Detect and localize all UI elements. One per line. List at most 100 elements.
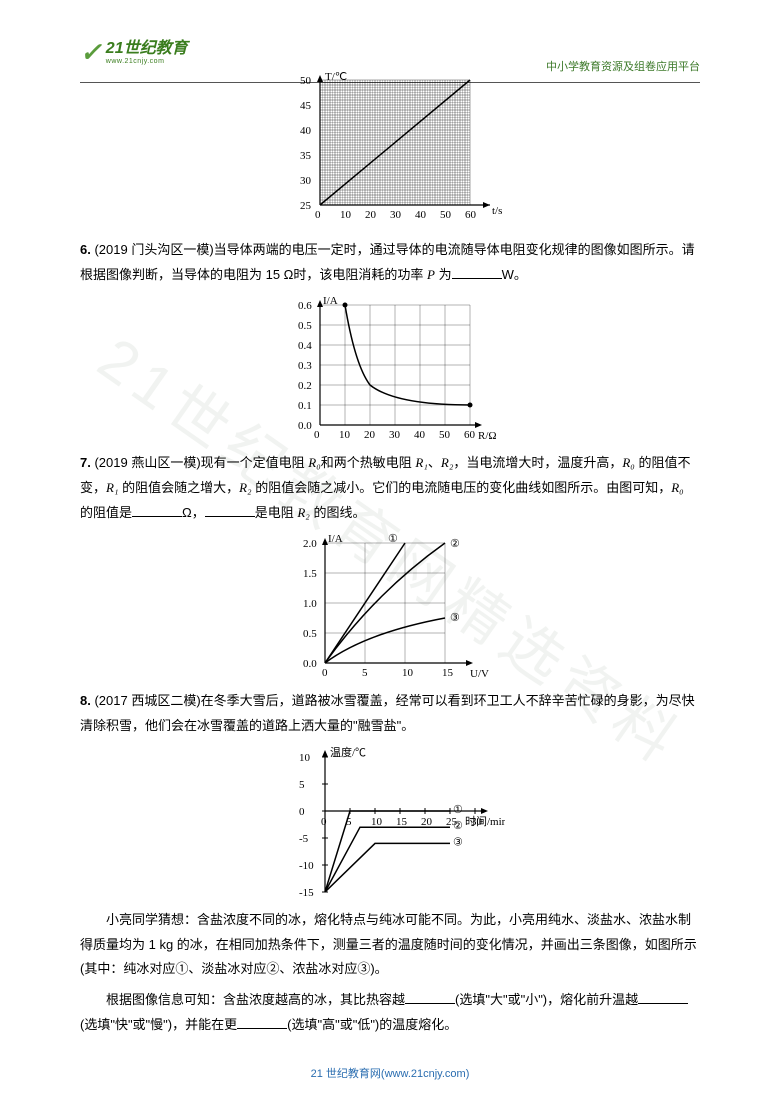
q7-h: 的阻值是 [80,505,132,520]
q8-para2: 小亮同学猜想：含盐浓度不同的冰，熔化特点与纯冰可能不同。为此，小亮用纯水、淡盐水… [80,908,700,982]
svg-text:0.1: 0.1 [298,400,312,412]
svg-text:20: 20 [365,209,377,221]
q7-c: 、 [428,455,441,470]
chart3-l1: ① [388,533,398,545]
q7-r2c: R₂ [297,505,309,520]
svg-text:0: 0 [315,209,321,221]
svg-text:60: 60 [465,209,477,221]
q6-p: P [427,267,435,282]
q8-blank2[interactable] [638,991,688,1004]
svg-text:2.0: 2.0 [303,538,317,550]
svg-text:10: 10 [340,209,352,221]
svg-text:1.0: 1.0 [303,598,317,610]
q7-j: 的图线。 [310,505,366,520]
q7-a: 现有一个定值电阻 [201,455,309,470]
svg-text:10: 10 [299,752,311,764]
svg-text:5: 5 [299,779,305,791]
svg-text:50: 50 [439,429,451,441]
svg-text:15: 15 [442,667,454,679]
q7-r2b: R₂ [239,480,251,495]
svg-text:0.6: 0.6 [298,300,312,312]
svg-text:10: 10 [371,816,383,828]
svg-text:50: 50 [440,209,452,221]
q7-ohm: Ω， [182,505,205,520]
svg-text:25: 25 [300,200,312,212]
chart4-l3: ③ [453,836,463,848]
q8-opt2: (选填"快"或"慢") [80,1017,172,1032]
q7-r0c: R₀ [671,480,683,495]
q8-p3c: ，并能在更 [172,1017,237,1032]
svg-text:30: 30 [471,816,483,828]
logo-sub-text: www.21cnjy.com [106,58,188,66]
svg-text:0.4: 0.4 [298,340,312,352]
q7-blank1[interactable] [132,504,182,517]
svg-text:0: 0 [299,806,305,818]
chart1-xlabel: t/s [492,205,502,217]
q7-g: 的阻值会随之减小。它们的电流随电压的变化曲线如图所示。由图可知， [252,480,672,495]
svg-text:25: 25 [446,816,458,828]
svg-text:35: 35 [300,150,312,162]
q7-f: 的阻值会随之增大， [118,480,239,495]
chart4-ylabel: 温度/℃ [330,745,366,759]
chart3-xlabel: U/V [470,668,489,680]
q7-r1b: R₁ [106,480,118,495]
svg-text:-15: -15 [299,887,314,899]
svg-text:0.5: 0.5 [298,320,312,332]
q7-r2: R₂ [441,455,453,470]
svg-text:10: 10 [402,667,414,679]
chart3-ylabel: I/A [328,533,343,545]
chart-temperature-time: T/℃ t/s 0102030405060253035404550 [80,70,700,230]
chart3-l2: ② [450,538,460,550]
q8-blank1[interactable] [405,991,455,1004]
q6-text-b: 为 [435,267,452,282]
q7-d: ，当电流增大时，温度升高， [453,455,622,470]
q8-p3a: 根据图像信息可知：含盐浓度越高的冰，其比热容越 [106,992,405,1007]
svg-text:-10: -10 [299,860,314,872]
svg-text:0.3: 0.3 [298,360,312,372]
svg-text:20: 20 [364,429,376,441]
question-8: 8. (2017 西城区二模)在冬季大雪后，道路被冰雪覆盖，经常可以看到环卫工人… [80,689,700,738]
q8-num: 8. [80,693,91,708]
svg-text:-5: -5 [299,833,309,845]
chart2-ylabel: I/A [323,295,338,307]
svg-text:0.0: 0.0 [303,658,317,670]
chart1-ylabel: T/℃ [325,71,347,83]
question-7: 7. (2019 燕山区一模)现有一个定值电阻 R₀和两个热敏电阻 R₁、R₂，… [80,451,700,525]
svg-text:10: 10 [339,429,351,441]
q7-r0b: R₀ [622,455,634,470]
q7-num: 7. [80,455,91,470]
chart-current-resistance: I/A R/Ω 01020304050600.00.10.20.30.40.50… [80,293,700,443]
chart-current-voltage: I/A U/V ① ② ③ 0 5 10 15 0.0 0.5 1.0 1.5 2.0 [80,531,700,681]
svg-text:0.0: 0.0 [298,420,312,432]
svg-text:1.5: 1.5 [303,568,317,580]
svg-text:0: 0 [322,667,328,679]
q8-opt1: (选填"大"或"小") [455,992,547,1007]
q8-p3d: 的温度熔化。 [379,1017,457,1032]
chart-temperature-time-salt: 温度/℃ 时间/min ① ② ③ 051015202530-15-10-505… [80,745,700,900]
q8-opt3: (选填"高"或"低") [287,1017,379,1032]
q7-i: 是电阻 [255,505,298,520]
svg-text:45: 45 [300,100,312,112]
svg-text:30: 30 [300,175,312,187]
q7-blank2[interactable] [205,504,255,517]
q6-blank[interactable] [452,266,502,279]
svg-text:5: 5 [362,667,368,679]
chart3-l3: ③ [450,612,460,624]
svg-text:40: 40 [415,209,427,221]
chart4-l1: ① [453,804,463,816]
q6-unit: W。 [502,267,527,282]
q6-source: (2019 门头沟区一模) [94,242,213,257]
chart2-xlabel: R/Ω [478,430,497,442]
svg-text:50: 50 [300,75,312,87]
logo-main-text: 21世纪教育 [106,40,188,58]
q7-b: 和两个热敏电阻 [321,455,416,470]
svg-text:30: 30 [390,209,402,221]
svg-text:0.5: 0.5 [303,628,317,640]
q8-blank3[interactable] [237,1016,287,1029]
svg-text:0: 0 [314,429,320,441]
q8-source: (2017 西城区二模) [94,693,200,708]
q7-r0: R₀ [308,455,320,470]
svg-text:15: 15 [396,816,408,828]
svg-text:60: 60 [464,429,476,441]
q6-num: 6. [80,242,91,257]
